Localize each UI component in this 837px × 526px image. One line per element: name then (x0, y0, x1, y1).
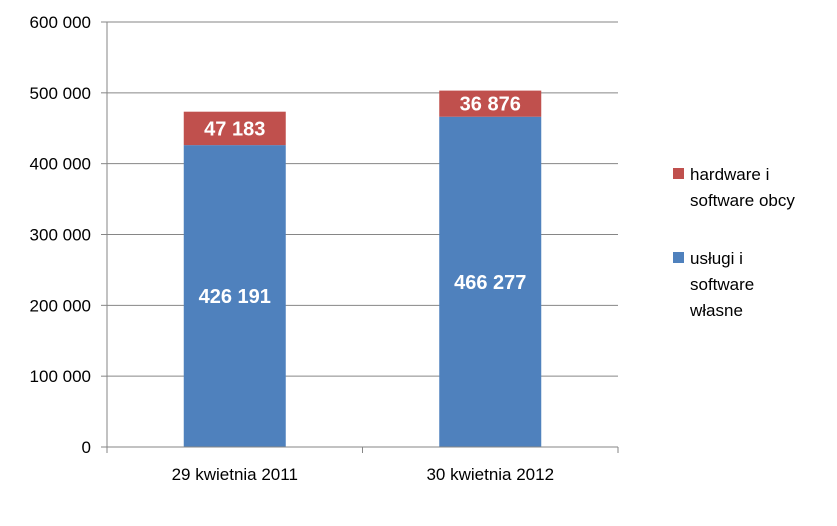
gridlines (107, 21, 618, 377)
legend-label: software (690, 275, 754, 294)
y-tick-label: 600 000 (30, 13, 91, 32)
bar-segment (183, 145, 286, 447)
y-tick-label: 200 000 (30, 296, 91, 315)
legend-swatch (673, 252, 684, 263)
y-tick-label: 500 000 (30, 84, 91, 103)
data-label: 36 876 (460, 94, 521, 116)
legend-swatch (673, 168, 684, 179)
data-label: 47 183 (204, 118, 265, 140)
bar-segment (439, 90, 542, 117)
bar-segment (439, 116, 542, 447)
legend-label: własne (689, 301, 743, 320)
y-tick-label: 0 (82, 438, 91, 457)
legend-label: usługi i (690, 249, 743, 268)
data-label: 466 277 (454, 272, 526, 294)
axes: 0 100 000 200 000 300 000 400 000 500 000 600 … (30, 13, 619, 484)
legend-label: software obcy (690, 191, 795, 210)
legend: hardware i software obcy usługi i software w… (673, 165, 795, 320)
y-tick-label: 300 000 (30, 226, 91, 245)
x-category-label: 30 kwietnia 2012 (426, 465, 554, 484)
y-tick-label: 400 000 (30, 155, 91, 174)
legend-label: hardware i (690, 165, 769, 184)
y-tick-label: 100 000 (30, 367, 91, 386)
bars: 426 191 47 183 466 277 36 876 (183, 90, 542, 447)
bar-segment (183, 111, 286, 146)
data-label: 426 191 (199, 286, 271, 308)
x-category-label: 29 kwietnia 2011 (172, 465, 298, 484)
